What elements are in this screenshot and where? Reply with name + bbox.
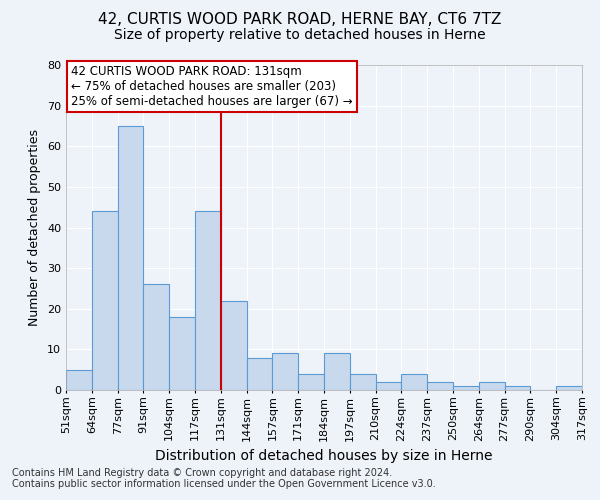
- Bar: [324, 354, 350, 390]
- Text: Contains public sector information licensed under the Open Government Licence v3: Contains public sector information licen…: [12, 479, 436, 489]
- Bar: [247, 358, 272, 390]
- Bar: [195, 211, 221, 390]
- Bar: [118, 126, 143, 390]
- Bar: [556, 386, 582, 390]
- X-axis label: Distribution of detached houses by size in Herne: Distribution of detached houses by size …: [155, 449, 493, 463]
- Bar: [272, 354, 298, 390]
- Bar: [427, 382, 453, 390]
- Bar: [376, 382, 401, 390]
- Text: 42, CURTIS WOOD PARK ROAD, HERNE BAY, CT6 7TZ: 42, CURTIS WOOD PARK ROAD, HERNE BAY, CT…: [98, 12, 502, 28]
- Text: Size of property relative to detached houses in Herne: Size of property relative to detached ho…: [114, 28, 486, 42]
- Bar: [350, 374, 376, 390]
- Bar: [479, 382, 505, 390]
- Bar: [401, 374, 427, 390]
- Bar: [221, 300, 247, 390]
- Bar: [505, 386, 530, 390]
- Bar: [143, 284, 169, 390]
- Text: Contains HM Land Registry data © Crown copyright and database right 2024.: Contains HM Land Registry data © Crown c…: [12, 468, 392, 477]
- Bar: [92, 211, 118, 390]
- Bar: [298, 374, 324, 390]
- Bar: [453, 386, 479, 390]
- Y-axis label: Number of detached properties: Number of detached properties: [28, 129, 41, 326]
- Bar: [66, 370, 92, 390]
- Bar: [169, 317, 195, 390]
- Text: 42 CURTIS WOOD PARK ROAD: 131sqm
← 75% of detached houses are smaller (203)
25% : 42 CURTIS WOOD PARK ROAD: 131sqm ← 75% o…: [71, 65, 353, 108]
